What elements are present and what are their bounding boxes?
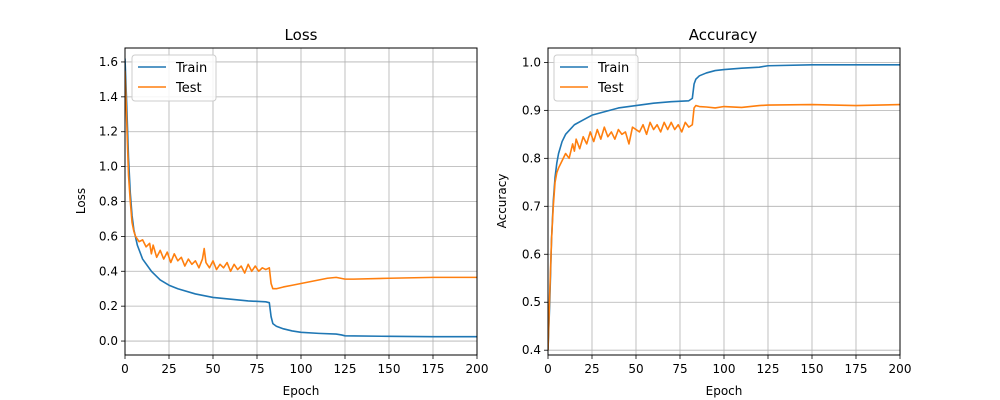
y-tick-label: 1.4 — [99, 90, 118, 104]
axes-frame — [547, 47, 901, 356]
x-tick-label: 150 — [378, 362, 401, 376]
y-tick-label: 1.2 — [99, 125, 118, 139]
axes-frame — [124, 47, 478, 356]
legend-test-label: Test — [175, 81, 202, 96]
y-axis-label: Accuracy — [495, 174, 509, 229]
x-tick-label: 175 — [422, 362, 445, 376]
x-tick-label: 25 — [584, 362, 599, 376]
test-series-line — [548, 103, 900, 351]
y-tick-label: 0.2 — [99, 299, 118, 313]
legend: Train Test — [553, 54, 639, 102]
test-series-line — [125, 70, 477, 290]
y-tick-label: 0.4 — [99, 264, 118, 278]
loss-chart: Loss 0 25 50 75 100 125 150 175 200 0.0 0.2 0.4 0.6 0… — [74, 26, 488, 398]
x-tick-label: 50 — [628, 362, 643, 376]
y-tick-label: 0.6 — [522, 247, 541, 261]
y-tick-label: 0.9 — [522, 103, 541, 117]
y-tick-label: 0.8 — [99, 195, 118, 209]
train-series-line — [548, 63, 900, 351]
x-tick-label: 200 — [889, 362, 912, 376]
chart-title: Accuracy — [689, 26, 758, 44]
accuracy-chart: Accuracy 0 25 50 75 100 125 150 175 200 0.4 0.5 0.6… — [495, 26, 911, 398]
y-tick-label: 0.6 — [99, 229, 118, 243]
x-tick-label: 75 — [672, 362, 687, 376]
x-tick-label: 25 — [161, 362, 176, 376]
x-tick-label: 200 — [466, 362, 489, 376]
x-axis-label: Epoch — [706, 384, 743, 398]
x-tick-label: 100 — [290, 362, 313, 376]
legend: Train Test — [131, 54, 217, 102]
x-tick-label: 0 — [121, 362, 129, 376]
legend-train-label: Train — [175, 61, 207, 76]
x-axis-label: Epoch — [283, 384, 320, 398]
y-tick-label: 1.6 — [99, 55, 118, 69]
y-tick-label: 0.7 — [522, 199, 541, 213]
x-tick-label: 125 — [334, 362, 357, 376]
y-tick-label: 0.5 — [522, 295, 541, 309]
y-tick-label: 1.0 — [99, 160, 118, 174]
x-tick-label: 0 — [544, 362, 552, 376]
legend-train-label: Train — [597, 61, 629, 76]
y-tick-label: 1.0 — [522, 55, 541, 69]
x-tick-label: 150 — [801, 362, 824, 376]
y-tick-label: 0.8 — [522, 151, 541, 165]
x-tick-label: 100 — [713, 362, 736, 376]
y-tick-label: 0.0 — [99, 334, 118, 348]
chart-title: Loss — [285, 26, 318, 44]
x-tick-label: 175 — [845, 362, 868, 376]
x-tick-label: 75 — [249, 362, 264, 376]
y-axis-label: Loss — [74, 188, 88, 214]
y-tick-label: 0.4 — [522, 343, 541, 357]
x-tick-label: 50 — [205, 362, 220, 376]
x-tick-label: 125 — [757, 362, 780, 376]
legend-test-label: Test — [597, 81, 624, 96]
